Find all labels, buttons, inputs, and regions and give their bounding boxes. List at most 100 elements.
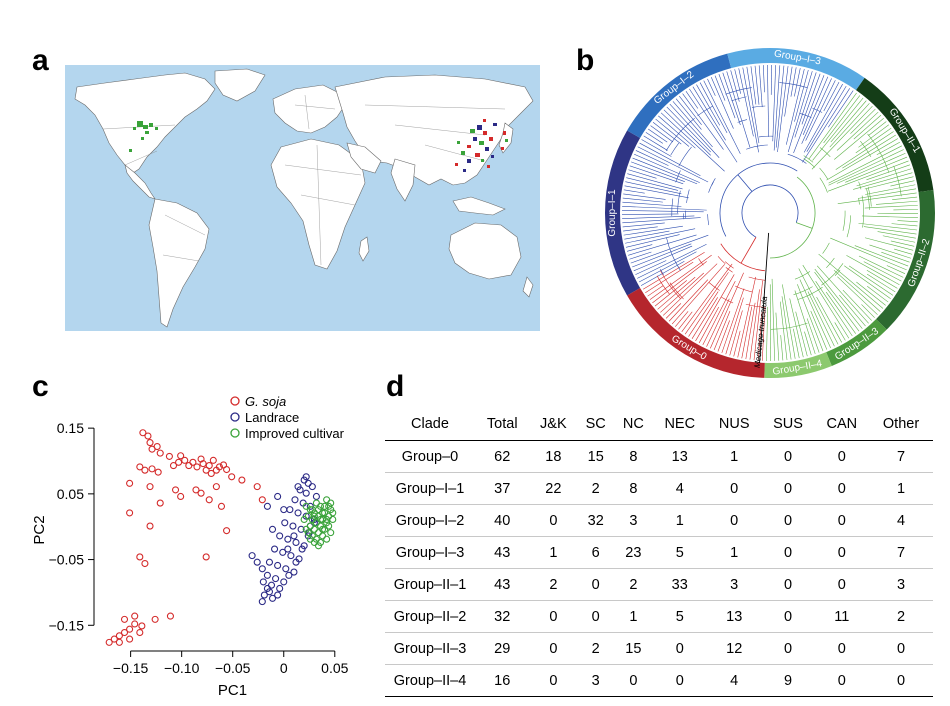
table-cell: 2 xyxy=(577,472,615,505)
table-cell: 0 xyxy=(814,440,870,473)
table-cell: 40 xyxy=(475,504,530,537)
table-cell: 13 xyxy=(706,600,762,633)
greenland-land xyxy=(214,68,266,102)
table-cell: Group–II–3 xyxy=(385,632,475,665)
table-cell: 0 xyxy=(577,568,615,601)
clade-ring xyxy=(605,48,935,378)
table-cell: 43 xyxy=(475,536,530,569)
new-zealand-land xyxy=(522,276,534,298)
scatter-point xyxy=(260,591,268,599)
scatter-point xyxy=(115,632,123,640)
scatter-point xyxy=(115,638,123,646)
scatter-point xyxy=(207,469,215,478)
scatter-point xyxy=(202,553,210,561)
scatter-point xyxy=(169,462,178,470)
scatter-point xyxy=(126,479,134,487)
table-cell: 3 xyxy=(614,504,653,537)
scatter-point xyxy=(165,452,173,460)
scatter-point xyxy=(154,468,162,476)
scatter-point xyxy=(308,483,316,491)
scatter-point xyxy=(156,449,164,457)
scatter-point xyxy=(314,542,323,550)
scatter-point xyxy=(263,571,271,579)
table-cell: Group–I–1 xyxy=(385,472,475,505)
table-row: Group–0 62 18 15 8 13 1 0 0 7 xyxy=(385,440,933,473)
scatter-point xyxy=(271,545,279,553)
column-header: NUS xyxy=(706,408,762,441)
legend-label: Landrace xyxy=(245,410,299,425)
table-cell: 6 xyxy=(577,536,615,569)
panel-label-d: d xyxy=(386,370,405,403)
table-row: Group–II–4 16 0 3 0 0 4 9 0 0 xyxy=(385,664,933,697)
scatter-point xyxy=(284,545,292,553)
scatter-point xyxy=(185,462,193,470)
scatter-point xyxy=(146,522,154,530)
scatter-point xyxy=(223,465,231,474)
scatter-point xyxy=(153,442,161,451)
scatter-point xyxy=(253,558,261,566)
table-row: Group–I–3 43 1 6 23 5 1 0 0 7 xyxy=(385,536,933,569)
table-cell: 1 xyxy=(614,600,653,633)
scatter-point xyxy=(274,591,282,599)
table-cell: 8 xyxy=(614,440,653,473)
table-cell: 4 xyxy=(869,504,933,537)
scatter-point xyxy=(197,489,205,497)
scatter-point xyxy=(263,584,271,593)
table-cell: 0 xyxy=(761,568,815,601)
scatter-point xyxy=(205,462,213,470)
scatter-point xyxy=(314,529,323,537)
scatter-point xyxy=(131,612,139,620)
table-cell: 3 xyxy=(577,664,615,697)
table-cell: 0 xyxy=(814,472,870,505)
clade-arc-6 xyxy=(764,352,832,378)
table-cell: 15 xyxy=(614,632,653,665)
clade-distribution-table: Clade Total J&K SC NC NEC NUS SUS CAN Other Group… xyxy=(385,408,933,697)
scatter-point xyxy=(272,575,280,583)
scatter-point xyxy=(177,492,185,501)
scatter-point xyxy=(126,635,134,643)
column-header: Other xyxy=(869,408,933,441)
scatter-point xyxy=(279,548,287,556)
table-cell: 0 xyxy=(761,504,815,537)
table-cell: 1 xyxy=(652,504,707,537)
scatter-point xyxy=(290,532,298,540)
scatter-point xyxy=(290,568,298,576)
scatter-point xyxy=(302,473,310,481)
scatter-point xyxy=(110,635,118,643)
legend-label: Improved cultivar xyxy=(245,426,345,441)
scatter-point xyxy=(292,558,300,566)
scatter-point xyxy=(298,545,306,553)
y-tick-label: −0.05 xyxy=(49,552,85,568)
scatter-point xyxy=(136,628,144,637)
table-cell: 0 xyxy=(529,600,578,633)
column-header: CAN xyxy=(814,408,870,441)
clade-arc-0 xyxy=(605,130,641,296)
scatter-point xyxy=(289,522,297,530)
table-cell: 37 xyxy=(475,472,530,505)
table-cell: 29 xyxy=(475,632,530,665)
scatter-point xyxy=(281,519,289,527)
scatter-point xyxy=(306,522,314,530)
scatter-point xyxy=(268,525,277,533)
table-cell: 0 xyxy=(869,632,933,665)
clade-arc-7 xyxy=(627,288,765,378)
table-cell: 18 xyxy=(529,440,578,473)
table-cell: 32 xyxy=(475,600,530,633)
scatter-point xyxy=(308,506,316,514)
clade-arc-4 xyxy=(876,190,935,330)
scatter-point xyxy=(282,565,290,573)
clade-label-1: Group–I–2 xyxy=(652,69,697,107)
table-cell: 0 xyxy=(529,664,578,697)
table-cell: 43 xyxy=(475,568,530,601)
scatter-point xyxy=(136,553,144,561)
map-landmasses xyxy=(74,68,534,328)
x-tick-label: −0.15 xyxy=(113,660,149,676)
scatter-point xyxy=(294,509,302,517)
clade-label-3: Group–II–1 xyxy=(887,106,923,155)
column-header: NC xyxy=(614,408,653,441)
clade-table: Clade Total J&K SC NC NEC NUS SUS CAN Other Group… xyxy=(385,408,933,697)
scatter-point xyxy=(217,502,226,510)
scatter-point xyxy=(318,532,327,540)
scatter-point xyxy=(276,532,284,540)
